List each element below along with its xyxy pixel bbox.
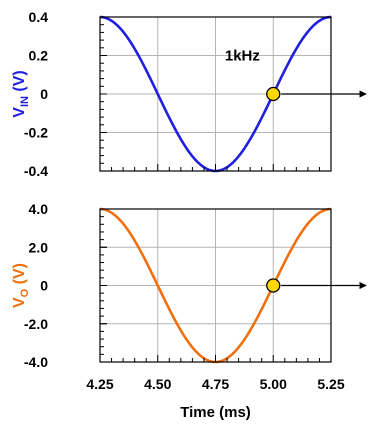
y-tick-label: 0 xyxy=(40,86,48,102)
top-y-tick-labels: 0.4 0.2 0 -0.2 -0.4 xyxy=(24,9,48,179)
top-y-label-sub: IN xyxy=(19,96,31,107)
top-y-label-main: V xyxy=(11,107,28,118)
y-tick-label: -0.2 xyxy=(24,125,48,141)
top-y-axis-label: VIN (V) xyxy=(11,70,31,117)
y-tick-label: -2.0 xyxy=(24,316,48,332)
zero-crossing-dot xyxy=(266,86,281,102)
y-tick-label: -0.4 xyxy=(24,163,48,179)
top-zero-crossing-marker xyxy=(266,86,367,102)
x-tick-labels: 4.25 4.50 4.75 5.00 5.25 xyxy=(86,376,344,392)
bottom-ticks xyxy=(99,208,332,363)
bottom-y-label-main: V xyxy=(11,297,28,308)
zero-crossing-dot xyxy=(266,278,281,293)
top-y-label-unit: (V) xyxy=(11,70,28,96)
x-tick-label: 5.00 xyxy=(260,376,287,392)
input-voltage-panel: 0.4 0.2 0 -0.2 -0.4 1kHz VIN (V) xyxy=(11,9,367,179)
x-tick-label: 4.75 xyxy=(202,376,229,392)
bottom-zero-crossing-marker xyxy=(266,278,367,293)
x-tick-label: 4.50 xyxy=(144,376,171,392)
bottom-y-label-sub: O xyxy=(19,288,31,297)
output-voltage-panel: 4.0 2.0 0 -2.0 -4.0 4.25 4.50 4.75 5.00 5.25 VO … xyxy=(11,201,367,421)
x-tick-label: 5.25 xyxy=(317,376,344,392)
x-axis-label: Time (ms) xyxy=(180,404,251,421)
y-tick-label: 0.4 xyxy=(29,9,49,25)
top-ticks xyxy=(99,16,332,172)
y-tick-label: 4.0 xyxy=(29,201,49,217)
y-tick-label: -4.0 xyxy=(24,354,48,370)
frequency-annotation: 1kHz xyxy=(225,48,260,65)
bottom-y-tick-labels: 4.0 2.0 0 -2.0 -4.0 xyxy=(24,201,48,370)
bottom-y-axis-label: VO (V) xyxy=(11,263,31,308)
y-tick-label: 0.2 xyxy=(29,48,49,64)
y-tick-label: 0 xyxy=(40,278,48,294)
bottom-y-label-unit: (V) xyxy=(11,263,28,289)
y-tick-label: 2.0 xyxy=(29,239,49,255)
x-tick-label: 4.25 xyxy=(86,376,113,392)
